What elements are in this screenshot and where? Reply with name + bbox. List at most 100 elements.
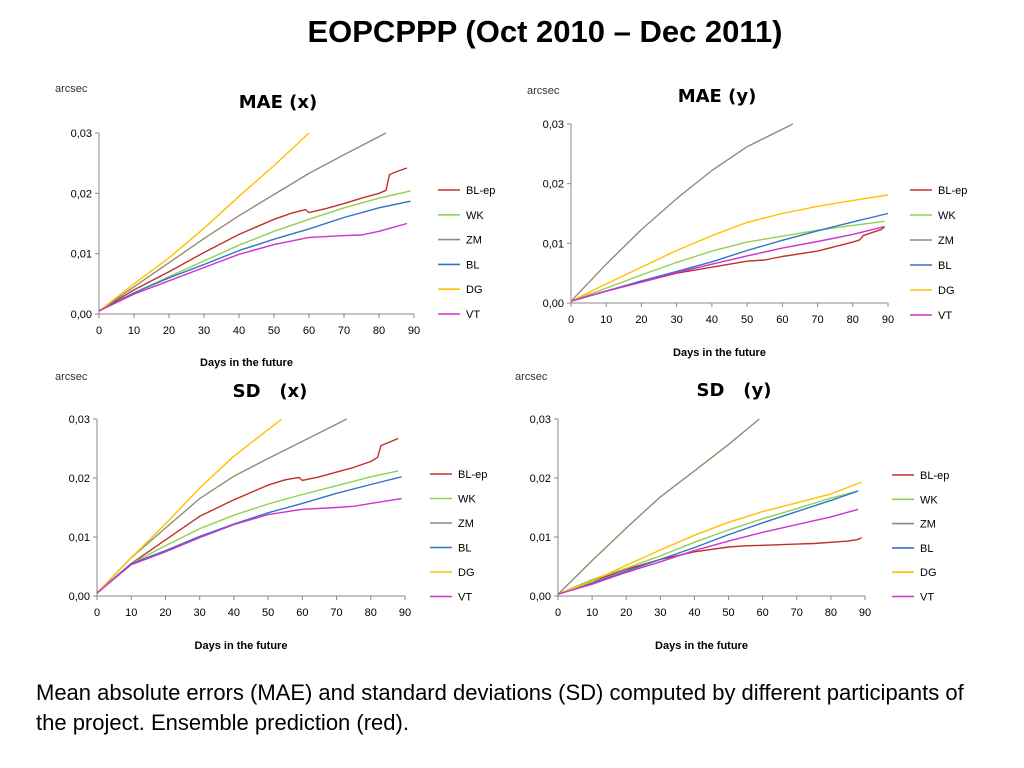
x-tick-label: 50: [268, 325, 280, 337]
x-tick-label: 80: [847, 314, 859, 326]
x-tick-label: 80: [825, 607, 837, 619]
x-tick-label: 60: [757, 607, 769, 619]
legend-label-vt: VT: [466, 309, 480, 321]
x-axis-label: Days in the future: [195, 640, 288, 652]
y-tick-label: 0,03: [530, 414, 551, 426]
x-tick-label: 20: [159, 607, 171, 619]
legend-label-zm: ZM: [920, 519, 936, 531]
series-line-vt: [570, 225, 885, 302]
chart-title: SD (y): [697, 380, 772, 401]
legend-label-wk: WK: [458, 494, 476, 506]
y-unit-label: arcsec: [55, 83, 88, 95]
legend-label-dg: DG: [938, 285, 955, 297]
x-tick-label: 10: [600, 314, 612, 326]
y-unit-label: arcsec: [527, 85, 560, 97]
legend-label-wk: WK: [938, 210, 956, 222]
x-tick-label: 80: [365, 607, 377, 619]
x-tick-label: 30: [198, 325, 210, 337]
y-tick-label: 0,02: [71, 188, 92, 200]
x-tick-label: 90: [399, 607, 411, 619]
legend-label-bl-ep: BL-ep: [920, 470, 949, 482]
y-tick-label: 0,02: [69, 473, 90, 485]
series-line-bl-ep: [98, 167, 408, 312]
x-tick-label: 30: [194, 607, 206, 619]
y-tick-label: 0,01: [71, 249, 92, 261]
y-tick-label: 0,03: [543, 119, 564, 131]
x-tick-label: 30: [654, 607, 666, 619]
chart-title: MAE (x): [239, 92, 317, 113]
x-tick-label: 20: [620, 607, 632, 619]
legend-label-zm: ZM: [458, 518, 474, 530]
legend-label-bl-ep: BL-ep: [466, 185, 495, 197]
chart-panel-sd-x: arcsec SD (x) 0,00 0,01 0,02 0,03 0 10 20 30 40 50 6…: [0, 368, 487, 658]
series-line-bl-ep: [570, 226, 885, 302]
x-tick-label: 90: [859, 607, 871, 619]
legend-label-dg: DG: [920, 567, 937, 579]
x-tick-label: 50: [722, 607, 734, 619]
y-unit-label: arcsec: [515, 371, 548, 383]
series-line-dg: [570, 194, 889, 302]
x-tick-label: 0: [555, 607, 561, 619]
series-line-dg: [96, 418, 283, 594]
x-tick-label: 40: [706, 314, 718, 326]
y-unit-label: arcsec: [55, 371, 88, 383]
legend-label-bl: BL: [466, 259, 479, 271]
x-tick-label: 70: [330, 607, 342, 619]
x-tick-label: 70: [811, 314, 823, 326]
x-tick-label: 70: [338, 325, 350, 337]
legend-label-zm: ZM: [938, 235, 954, 247]
y-tick-label: 0,03: [71, 128, 92, 140]
legend-label-vt: VT: [938, 310, 952, 322]
x-tick-label: 50: [262, 607, 274, 619]
x-tick-label: 90: [408, 325, 420, 337]
x-tick-label: 40: [688, 607, 700, 619]
y-tick-label: 0,00: [543, 298, 564, 310]
chart-sd-y: arcsec SD (y) 0,00 0,01 0,02 0,03 0 10 20 30 40 50 6…: [515, 371, 949, 652]
chart-title: SD (x): [233, 381, 308, 402]
legend-label-wk: WK: [466, 210, 484, 222]
series-line-dg: [98, 132, 310, 312]
series-line-vt: [96, 497, 402, 594]
series-line-vt: [557, 508, 859, 595]
chart-panel-sd-y: arcsec SD (y) 0,00 0,01 0,02 0,03 0 10 20 30 40 50 6…: [472, 368, 972, 658]
y-tick-label: 0,01: [530, 532, 551, 544]
x-tick-label: 10: [128, 325, 140, 337]
x-tick-label: 60: [776, 314, 788, 326]
x-axis-label: Days in the future: [655, 640, 748, 652]
legend-label-bl: BL: [920, 543, 933, 555]
legend-label-bl: BL: [458, 543, 471, 555]
chart-sd-x: arcsec SD (x) 0,00 0,01 0,02 0,03 0 10 20 30 40 50 6…: [55, 371, 487, 652]
x-tick-label: 30: [671, 314, 683, 326]
legend-label-dg: DG: [466, 284, 483, 296]
x-tick-label: 20: [635, 314, 647, 326]
chart-panel-mae-y: arcsec MAE (y) 0,00 0,01 0,02 0,03 0 10 20 30 40 50…: [472, 70, 972, 370]
legend-label-bl-ep: BL-ep: [458, 469, 487, 481]
y-tick-label: 0,03: [69, 414, 90, 426]
x-tick-label: 10: [125, 607, 137, 619]
series-line-bl-ep: [96, 437, 399, 594]
chart-panel-mae-x: arcsec MAE (x) 0,00 0,01 0,02 0,03 0 10 20 30 40 50…: [0, 70, 495, 380]
y-tick-label: 0,00: [530, 591, 551, 603]
legend-label-wk: WK: [920, 494, 938, 506]
x-tick-label: 10: [586, 607, 598, 619]
x-tick-label: 90: [882, 314, 894, 326]
legend-label-vt: VT: [920, 592, 934, 604]
series-line-wk: [98, 190, 411, 312]
legend-label-bl: BL: [938, 260, 951, 272]
series-line-wk: [570, 220, 885, 302]
x-tick-label: 40: [228, 607, 240, 619]
x-tick-label: 60: [296, 607, 308, 619]
x-tick-label: 40: [233, 325, 245, 337]
y-tick-label: 0,00: [71, 309, 92, 321]
y-tick-label: 0,02: [543, 179, 564, 191]
series-line-bl: [98, 200, 411, 312]
x-tick-label: 0: [96, 325, 102, 337]
series-line-zm: [557, 418, 760, 595]
slide-title: EOPCPPP (Oct 2010 – Dec 2011): [307, 14, 783, 49]
series-line-vt: [98, 222, 408, 312]
x-axis-label: Days in the future: [673, 347, 766, 359]
chart-mae-y: arcsec MAE (y) 0,00 0,01 0,02 0,03 0 10 20 30 40 50…: [527, 85, 967, 359]
legend-label-vt: VT: [458, 592, 472, 604]
x-tick-label: 0: [94, 607, 100, 619]
series-line-bl-ep: [557, 536, 862, 595]
